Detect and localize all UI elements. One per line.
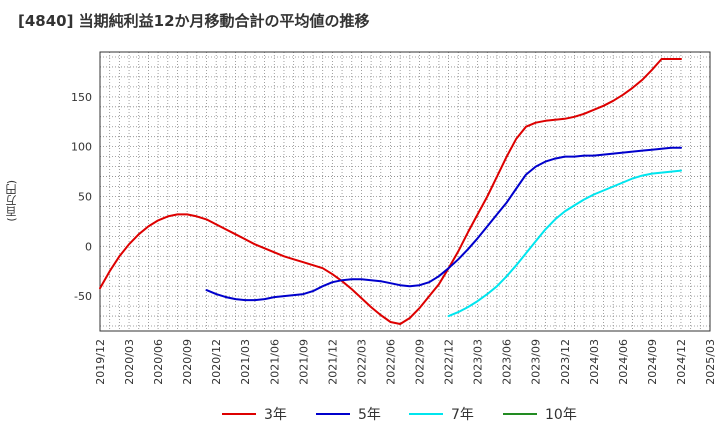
x-tick-label: 2023/03	[472, 339, 485, 385]
x-tick-label: 2023/12	[559, 339, 572, 385]
x-tick-label: 2024/06	[617, 339, 630, 385]
x-tick-label: 2021/03	[239, 339, 252, 385]
legend-label: 3年	[264, 407, 287, 423]
x-tick-label: 2020/06	[152, 339, 165, 385]
x-tick-label: 2024/03	[588, 339, 601, 385]
plot-frame	[99, 51, 711, 332]
x-tick-label: 2020/03	[123, 339, 136, 385]
x-tick-label: 2021/12	[326, 339, 339, 385]
x-tick-label: 2022/09	[414, 339, 427, 385]
y-tick-label: -50	[74, 290, 92, 303]
y-tick-label: 150	[71, 91, 92, 104]
x-tick-label: 2025/03	[704, 339, 717, 385]
x-tick-label: 2020/12	[210, 339, 223, 385]
y-tick-label: 100	[71, 141, 92, 154]
series-line-3	[447, 169, 682, 318]
x-tick-label: 2020/09	[181, 339, 194, 385]
x-tick-label: 2019/12	[94, 339, 107, 385]
plot-area	[100, 52, 710, 331]
x-tick-label: 2023/09	[530, 339, 543, 385]
series-line-2	[205, 146, 682, 302]
x-tick-label: 2023/06	[501, 339, 514, 385]
legend-label: 5年	[358, 407, 381, 423]
series-line-1	[99, 58, 682, 325]
legend-label: 10年	[545, 407, 577, 423]
x-tick-label: 2022/12	[443, 339, 456, 385]
y-tick-label: 50	[78, 190, 92, 203]
chart-title: [4840] 当期純利益12か月移動合計の平均値の推移	[18, 12, 370, 30]
x-tick-label: 2021/06	[268, 339, 281, 385]
x-tick-label: 2022/06	[384, 339, 397, 385]
y-tick-label: 0	[85, 240, 92, 253]
x-tick-label: 2024/12	[675, 339, 688, 385]
x-tick-label: 2021/09	[297, 339, 310, 385]
legend-label: 7年	[451, 407, 474, 423]
x-tick-label: 2024/09	[646, 339, 659, 385]
x-tick-label: 2022/03	[355, 339, 368, 385]
